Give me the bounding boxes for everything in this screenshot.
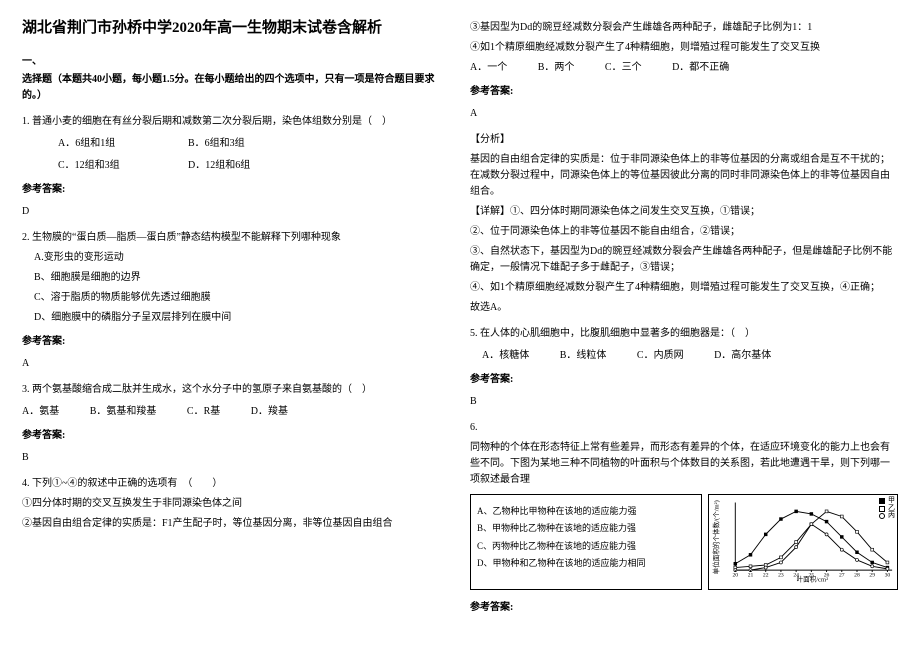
q5-options: A．核糖体 B．线粒体 C．内质网 D．高尔基体 [482, 348, 898, 364]
q1-opt-a: A．6组和1组 [58, 136, 188, 152]
q4-d4: ④、如1个精原细胞经减数分裂产生了4种精细胞，则增殖过程可能发生了交叉互换，④正… [470, 280, 898, 296]
section-header: 一、 [22, 54, 442, 70]
svg-text:28: 28 [854, 573, 860, 579]
q4-analysis: 基因的自由组合定律的实质是：位于非同源染色体上的非等位基因的分离或组合是互不干扰… [470, 152, 898, 200]
svg-text:30: 30 [885, 573, 891, 579]
q6-opt-d: D、甲物种和乙物种在该地的适应能力相同 [477, 556, 695, 570]
q5-opt-d: D．高尔基体 [714, 348, 771, 364]
q4-s4: ④如1个精原细胞经减数分裂产生了4种精细胞，则增殖过程可能发生了交叉互换 [470, 40, 898, 56]
left-column: 湖北省荆门市孙桥中学2020年高一生物期末试卷含解析 一、 选择题（本题共40小… [22, 16, 460, 635]
q6-opt-b: B、甲物种比乙物种在该地的适应能力强 [477, 521, 695, 535]
q6-figure-box: A、乙物种比甲物种在该地的适应能力强 B、甲物种比乙物种在该地的适应能力强 C、… [470, 494, 898, 590]
svg-text:23: 23 [778, 573, 784, 579]
q6-body: 同物种的个体在形态特征上常有些差异，而形态有差异的个体，在适应环境变化的能力上也… [470, 440, 898, 488]
q2-ans: A [22, 356, 442, 372]
q6-options: A、乙物种比甲物种在该地的适应能力强 B、甲物种比乙物种在该地的适应能力强 C、… [470, 494, 702, 590]
q3-opt-a: A．氨基 [22, 404, 59, 420]
q4-analysis-label: 【分析】 [470, 132, 898, 148]
q1-opt-c: C．12组和3组 [58, 158, 188, 174]
q1-opt-d: D．12组和6组 [188, 160, 250, 171]
q3-opt-d: D．羧基 [251, 404, 288, 420]
svg-text:22: 22 [763, 573, 769, 579]
q1-ans: D [22, 204, 442, 220]
q1-options: A．6组和1组B．6组和3组 C．12组和3组D．12组和6组 [58, 136, 442, 174]
q4-d5: 故选A。 [470, 300, 898, 316]
q4-s1: ①四分体时期的交叉互换发生于非同源染色体之间 [22, 496, 442, 512]
q4-text: 4. 下列①~④的叙述中正确的选项有 （ ） [22, 476, 442, 492]
q5-opt-b: B．线粒体 [560, 348, 607, 364]
q2-opt-d: D、细胞膜中的磷脂分子呈双层排列在膜中间 [34, 310, 442, 326]
q5-ans-label: 参考答案: [470, 372, 898, 388]
q3-opt-c: C．R基 [187, 404, 220, 420]
q3-options: A．氨基 B．氨基和羧基 C．R基 D．羧基 [22, 404, 442, 420]
svg-text:20: 20 [733, 573, 739, 579]
q2-opt-b: B、细胞膜是细胞的边界 [34, 270, 442, 286]
q3-opt-b: B．氨基和羧基 [90, 404, 157, 420]
q6-text: 6. [470, 420, 898, 436]
q2-text: 2. 生物膜的“蛋白质—脂质—蛋白质”静态结构模型不能解释下列哪种现象 [22, 230, 442, 246]
legend-bing: 丙 [888, 512, 895, 520]
q6-opt-a: A、乙物种比甲物种在该地的适应能力强 [477, 504, 695, 518]
q5-ans: B [470, 394, 898, 410]
svg-text:27: 27 [839, 573, 845, 579]
q2-ans-label: 参考答案: [22, 334, 442, 350]
q4-ans-label: 参考答案: [470, 84, 898, 100]
q1-text: 1. 普通小麦的细胞在有丝分裂后期和减数第二次分裂后期，染色体组数分别是（ ） [22, 114, 442, 130]
q6-opt-c: C、丙物种比乙物种在该地的适应能力强 [477, 539, 695, 553]
chart-ylabel: 单位面积的个体数/(个/m²) [712, 500, 721, 574]
q3-ans-label: 参考答案: [22, 428, 442, 444]
q5-text: 5. 在人体的心肌细胞中，比腹肌细胞中显著多的细胞器是：（ ） [470, 326, 898, 342]
q6-chart: 2021222324252627282930 叶面积/cm² 单位面积的个体数/… [708, 494, 898, 590]
q4-s3: ③基因型为Dd的豌豆经减数分裂会产生雌雄各两种配子，雌雄配子比例为1：1 [470, 20, 898, 36]
right-column: ③基因型为Dd的豌豆经减数分裂会产生雌雄各两种配子，雌雄配子比例为1：1 ④如1… [460, 16, 898, 635]
q1-opt-b: B．6组和3组 [188, 138, 245, 149]
q4-d2: ②、位于同源染色体上的非等位基因不能自由组合，②错误； [470, 224, 898, 240]
q2-opt-a: A.变形虫的变形运动 [34, 250, 442, 266]
q3-ans: B [22, 450, 442, 466]
q3-text: 3. 两个氨基酸缩合成二肽并生成水，这个水分子中的氢原子来自氨基酸的（ ） [22, 382, 442, 398]
svg-text:29: 29 [870, 573, 876, 579]
q6-ans-label: 参考答案: [470, 600, 898, 616]
page-title: 湖北省荆门市孙桥中学2020年高一生物期末试卷含解析 [22, 16, 442, 40]
q5-opt-c: C．内质网 [637, 348, 684, 364]
q4-ans: A [470, 106, 898, 122]
q4-s2: ②基因自由组合定律的实质是：F1产生配子时，等位基因分离，非等位基因自由组合 [22, 516, 442, 532]
chart-legend: 甲 乙 丙 [879, 497, 895, 520]
chart-svg: 2021222324252627282930 叶面积/cm² 单位面积的个体数/… [709, 495, 897, 585]
section-instructions: 选择题（本题共40小题，每小题1.5分。在每小题给出的四个选项中，只有一项是符合… [22, 72, 442, 104]
q2-opt-c: C、溶于脂质的物质能够优先透过细胞膜 [34, 290, 442, 306]
q5-opt-a: A．核糖体 [482, 348, 529, 364]
q4-detail-label: 【详解】①、四分体时期同源染色体之间发生交叉互换，①错误； [470, 204, 898, 220]
q4-options: A．一个 B．两个 C．三个 D．都不正确 [470, 60, 898, 76]
q1-ans-label: 参考答案: [22, 182, 442, 198]
q4-d3: ③、自然状态下，基因型为Dd的豌豆经减数分裂会产生雌雄各两种配子，但是雌雄配子比… [470, 244, 898, 276]
chart-xlabel: 叶面积/cm² [797, 574, 829, 583]
q4-opt-c: C．三个 [605, 60, 642, 76]
q4-opt-b: B．两个 [538, 60, 575, 76]
q4-opt-a: A．一个 [470, 60, 507, 76]
q4-opt-d: D．都不正确 [672, 60, 729, 76]
svg-text:21: 21 [748, 573, 754, 579]
